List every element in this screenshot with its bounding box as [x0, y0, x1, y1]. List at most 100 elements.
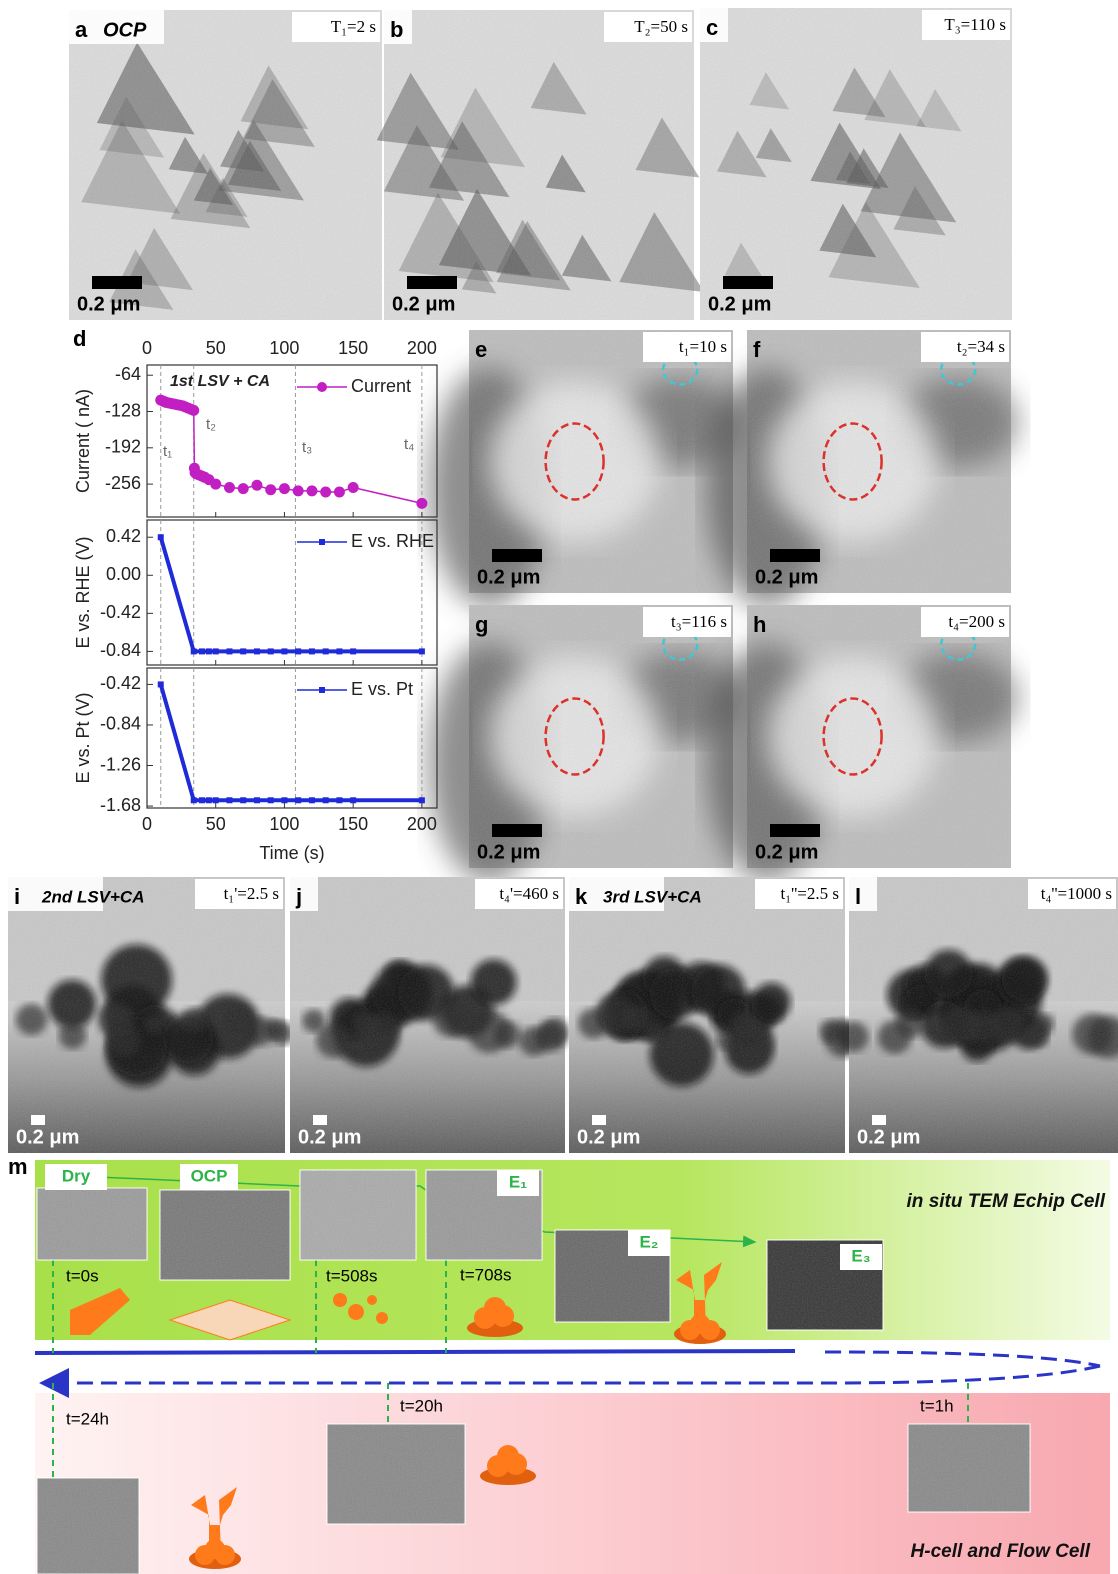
y-axis-label: E vs. RHE (V) [73, 536, 93, 648]
point [306, 485, 317, 496]
y-tick-label: -0.84 [100, 714, 141, 734]
panel-letter: l [855, 884, 861, 909]
panel-time: t₄'=460 s [499, 884, 559, 903]
x-tick-label: 150 [338, 814, 368, 834]
legend-marker [317, 382, 327, 392]
scale-bar [770, 549, 820, 562]
legend-marker [319, 539, 325, 545]
panel-time: t₄=200 s [948, 612, 1005, 631]
point [238, 483, 249, 494]
point [158, 681, 164, 687]
y-tick-label: -0.42 [100, 602, 141, 622]
dendrite-ball [690, 1314, 710, 1334]
y-tick-label: -1.68 [100, 795, 141, 815]
x-axis-label: Time (s) [259, 843, 324, 863]
cluster-icon [484, 1297, 506, 1319]
point [323, 648, 329, 654]
letter-bg [290, 877, 318, 911]
scale-bar [407, 276, 457, 289]
particle-icon [333, 1293, 347, 1307]
point [199, 797, 205, 803]
panel-time: t₁=10 s [679, 337, 727, 356]
x-tick-label: 0 [142, 338, 152, 358]
grain [69, 10, 382, 320]
scale-bar-label: 0.2 μm [577, 1126, 640, 1148]
y-tick-label: -192 [105, 437, 141, 457]
panel-time: t₂=34 s [957, 337, 1005, 356]
scale-bar-label: 0.2 μm [16, 1126, 79, 1148]
time-label: t=508s [326, 1266, 378, 1285]
x-tick-label: 200 [407, 814, 437, 834]
step-tag: OCP [191, 1166, 228, 1185]
scale-bar-label: 0.2 μm [755, 566, 818, 588]
y-tick-label: -0.84 [100, 640, 141, 660]
point [158, 534, 164, 540]
legend-label: Current [351, 376, 411, 396]
micrograph: lt₄''=1000 s0.2 μm [838, 877, 1118, 1153]
point [281, 648, 287, 654]
panel-letter: g [475, 612, 488, 637]
scale-bar [92, 276, 142, 289]
annotation: 1st LSV + CA [170, 373, 270, 390]
point [224, 482, 235, 493]
grain [290, 877, 565, 1153]
cluster-icon [497, 1445, 519, 1467]
panel-time: t₁''=2.5 s [781, 884, 839, 903]
grain [908, 1424, 1030, 1512]
step-tag: E₁ [509, 1172, 527, 1191]
x-tick-label: 100 [269, 338, 299, 358]
panel-time: t₃=116 s [671, 612, 727, 631]
y-tick-label: 0.00 [106, 564, 141, 584]
point [206, 648, 212, 654]
scale-bar-label: 0.2 μm [392, 293, 455, 315]
scale-bar [872, 1115, 886, 1125]
panel-time: T₃=110 s [944, 15, 1006, 34]
scale-bar [770, 824, 820, 837]
point [199, 648, 205, 654]
micrograph: cT₃=110 s0.2 μm [700, 8, 1012, 320]
grain [327, 1424, 465, 1524]
y-tick-label: -0.42 [100, 673, 141, 693]
panel-label: 2nd LSV+CA [41, 887, 145, 906]
point [309, 797, 315, 803]
point [320, 487, 331, 498]
micrograph: f t₂=34 s 0.2 μm [707, 330, 1018, 608]
point [416, 498, 427, 509]
scale-bar [313, 1115, 327, 1125]
grain [8, 877, 285, 1153]
grain [700, 8, 1012, 320]
grain [300, 1170, 416, 1260]
point [254, 648, 260, 654]
point [295, 648, 301, 654]
point [293, 485, 304, 496]
point [188, 405, 199, 416]
point [279, 483, 290, 494]
grain [569, 877, 845, 1153]
panel-letter: f [753, 337, 761, 362]
y-tick-label: -128 [105, 400, 141, 420]
timeline-forward [35, 1351, 795, 1353]
point [251, 480, 262, 491]
particle-icon [367, 1295, 377, 1305]
timeline-back [45, 1366, 1100, 1383]
panel-time: T₂=50 s [634, 17, 688, 36]
panel-letter: d [73, 326, 86, 351]
x-tick-label: 150 [338, 338, 368, 358]
panel-label: OCP [103, 19, 147, 41]
point [210, 479, 221, 490]
scale-bar [492, 824, 542, 837]
time-label: t=1h [920, 1396, 954, 1415]
point [240, 797, 246, 803]
particle-icon [376, 1312, 388, 1324]
y-axis-label: Current ( nA) [73, 389, 93, 493]
grain [37, 1478, 139, 1574]
x-tick-label: 0 [142, 814, 152, 834]
point [348, 482, 359, 493]
panel-letter: a [75, 17, 88, 42]
y-tick-label: -256 [105, 473, 141, 493]
point [213, 797, 219, 803]
scale-bar-label: 0.2 μm [857, 1126, 920, 1148]
